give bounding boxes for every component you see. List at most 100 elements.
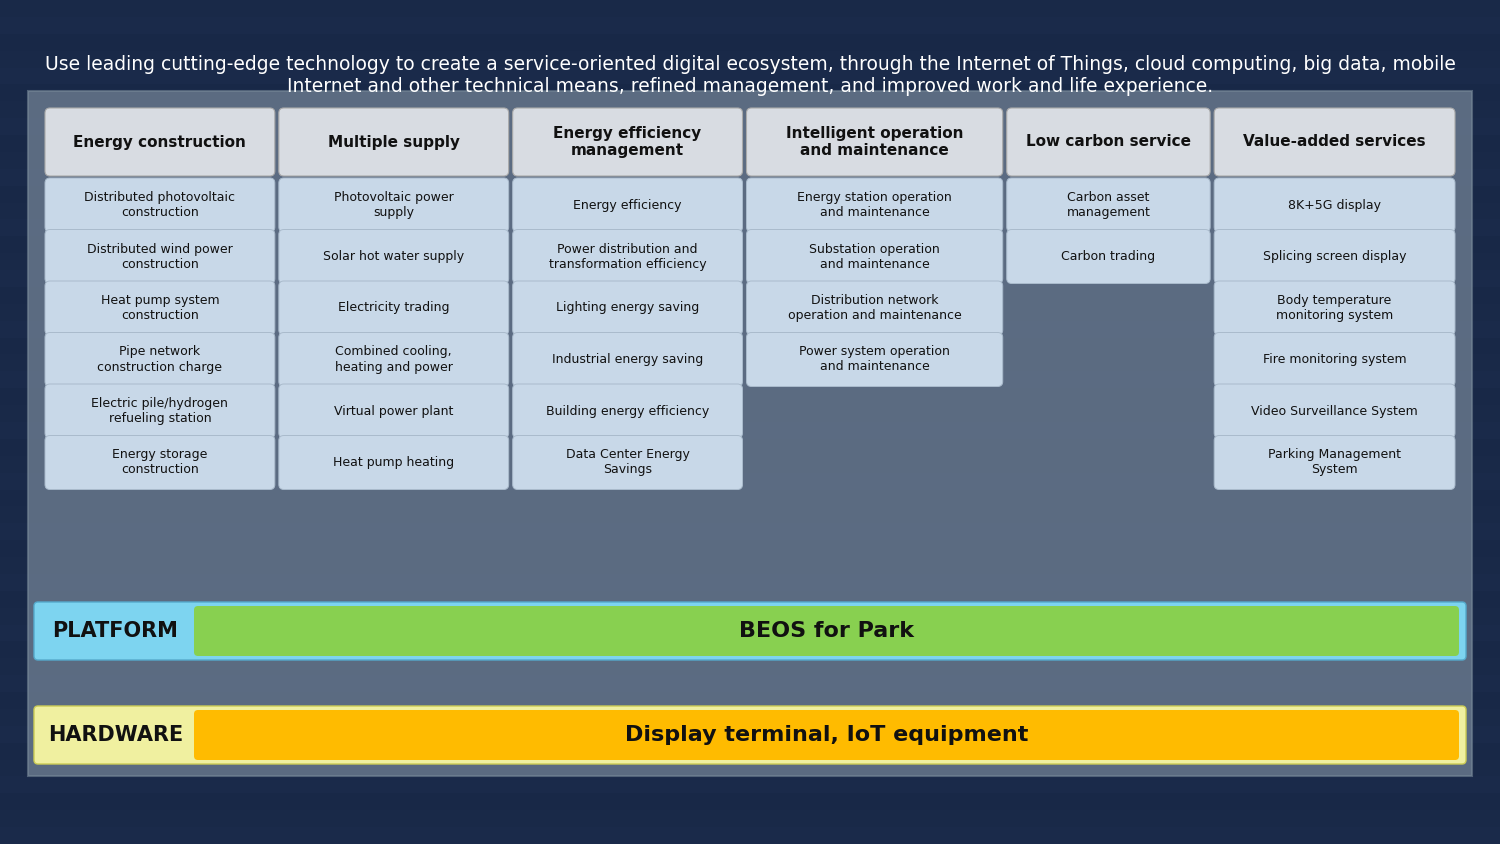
Text: Heat pump system
construction: Heat pump system construction — [100, 294, 219, 322]
FancyBboxPatch shape — [513, 178, 742, 232]
Bar — [0, 608, 1500, 625]
Bar — [0, 68, 1500, 84]
Text: Low carbon service: Low carbon service — [1026, 134, 1191, 149]
FancyBboxPatch shape — [1214, 281, 1455, 335]
FancyBboxPatch shape — [34, 602, 1466, 660]
Text: Data Center Energy
Savings: Data Center Energy Savings — [566, 448, 690, 477]
FancyBboxPatch shape — [28, 91, 1472, 776]
Text: 8K+5G display: 8K+5G display — [1288, 198, 1382, 212]
Bar — [0, 84, 1500, 101]
FancyBboxPatch shape — [279, 178, 508, 232]
Bar — [0, 574, 1500, 591]
Text: Value-added services: Value-added services — [1244, 134, 1426, 149]
Bar — [0, 236, 1500, 253]
Text: Electric pile/hydrogen
refueling station: Electric pile/hydrogen refueling station — [92, 397, 228, 425]
Text: Use leading cutting-edge technology to create a service-oriented digital ecosyst: Use leading cutting-edge technology to c… — [45, 56, 1455, 96]
Bar — [0, 506, 1500, 523]
FancyBboxPatch shape — [45, 384, 274, 438]
Text: Distributed photovoltaic
construction: Distributed photovoltaic construction — [84, 191, 236, 219]
FancyBboxPatch shape — [194, 710, 1460, 760]
FancyBboxPatch shape — [279, 108, 508, 176]
FancyBboxPatch shape — [747, 230, 1002, 284]
Text: Body temperature
monitoring system: Body temperature monitoring system — [1276, 294, 1394, 322]
Bar — [0, 692, 1500, 709]
Text: HARDWARE: HARDWARE — [48, 725, 183, 745]
Bar — [0, 186, 1500, 203]
Bar — [0, 287, 1500, 304]
FancyBboxPatch shape — [747, 333, 1002, 387]
Text: Energy construction: Energy construction — [74, 134, 246, 149]
Text: Solar hot water supply: Solar hot water supply — [322, 250, 465, 263]
Bar — [0, 321, 1500, 338]
Text: Carbon asset
management: Carbon asset management — [1066, 191, 1150, 219]
FancyBboxPatch shape — [513, 108, 742, 176]
Text: Virtual power plant: Virtual power plant — [334, 404, 453, 418]
Bar — [0, 827, 1500, 844]
Text: Energy station operation
and maintenance: Energy station operation and maintenance — [796, 191, 952, 219]
Bar — [0, 439, 1500, 456]
Bar — [0, 810, 1500, 827]
FancyBboxPatch shape — [1007, 230, 1211, 284]
Text: Fire monitoring system: Fire monitoring system — [1263, 353, 1407, 366]
Bar — [0, 51, 1500, 68]
Bar — [0, 456, 1500, 473]
Bar — [0, 118, 1500, 135]
Bar — [0, 760, 1500, 776]
FancyBboxPatch shape — [1214, 178, 1455, 232]
Bar — [0, 253, 1500, 270]
Bar — [0, 473, 1500, 490]
Bar — [0, 135, 1500, 152]
Text: Parking Management
System: Parking Management System — [1268, 448, 1401, 477]
Text: Building energy efficiency: Building energy efficiency — [546, 404, 710, 418]
Bar — [0, 405, 1500, 422]
Text: Lighting energy saving: Lighting energy saving — [556, 301, 699, 315]
FancyBboxPatch shape — [747, 108, 1002, 176]
FancyBboxPatch shape — [34, 706, 1466, 764]
Bar — [0, 557, 1500, 574]
FancyBboxPatch shape — [45, 436, 274, 490]
FancyBboxPatch shape — [513, 436, 742, 490]
Bar — [0, 675, 1500, 692]
Text: Display terminal, IoT equipment: Display terminal, IoT equipment — [626, 725, 1028, 745]
Text: Video Surveillance System: Video Surveillance System — [1251, 404, 1418, 418]
Bar — [0, 338, 1500, 354]
FancyBboxPatch shape — [747, 281, 1002, 335]
FancyBboxPatch shape — [747, 178, 1002, 232]
Bar — [0, 354, 1500, 371]
FancyBboxPatch shape — [1214, 230, 1455, 284]
Text: Multiple supply: Multiple supply — [328, 134, 460, 149]
Bar — [0, 371, 1500, 388]
FancyBboxPatch shape — [194, 606, 1460, 656]
Text: Power system operation
and maintenance: Power system operation and maintenance — [800, 345, 950, 374]
Text: PLATFORM: PLATFORM — [53, 621, 178, 641]
Bar — [0, 743, 1500, 760]
Text: Photovoltaic power
supply: Photovoltaic power supply — [334, 191, 453, 219]
FancyBboxPatch shape — [513, 230, 742, 284]
FancyBboxPatch shape — [279, 281, 508, 335]
Text: Energy storage
construction: Energy storage construction — [112, 448, 207, 477]
Text: Carbon trading: Carbon trading — [1062, 250, 1155, 263]
FancyBboxPatch shape — [1007, 178, 1211, 232]
Bar — [0, 169, 1500, 186]
Bar — [0, 709, 1500, 726]
FancyBboxPatch shape — [513, 281, 742, 335]
Text: Combined cooling,
heating and power: Combined cooling, heating and power — [334, 345, 453, 374]
Text: Substation operation
and maintenance: Substation operation and maintenance — [808, 242, 940, 270]
FancyBboxPatch shape — [279, 436, 508, 490]
Bar — [0, 219, 1500, 236]
Text: Splicing screen display: Splicing screen display — [1263, 250, 1407, 263]
Bar — [0, 17, 1500, 34]
Bar — [0, 388, 1500, 405]
Text: Intelligent operation
and maintenance: Intelligent operation and maintenance — [786, 126, 963, 158]
FancyBboxPatch shape — [279, 333, 508, 387]
Bar — [0, 726, 1500, 743]
Bar — [0, 776, 1500, 793]
Bar — [0, 625, 1500, 641]
FancyBboxPatch shape — [513, 384, 742, 438]
Bar — [0, 591, 1500, 608]
Text: Industrial energy saving: Industrial energy saving — [552, 353, 704, 366]
Bar — [0, 641, 1500, 658]
FancyBboxPatch shape — [1214, 384, 1455, 438]
FancyBboxPatch shape — [279, 230, 508, 284]
FancyBboxPatch shape — [45, 178, 274, 232]
